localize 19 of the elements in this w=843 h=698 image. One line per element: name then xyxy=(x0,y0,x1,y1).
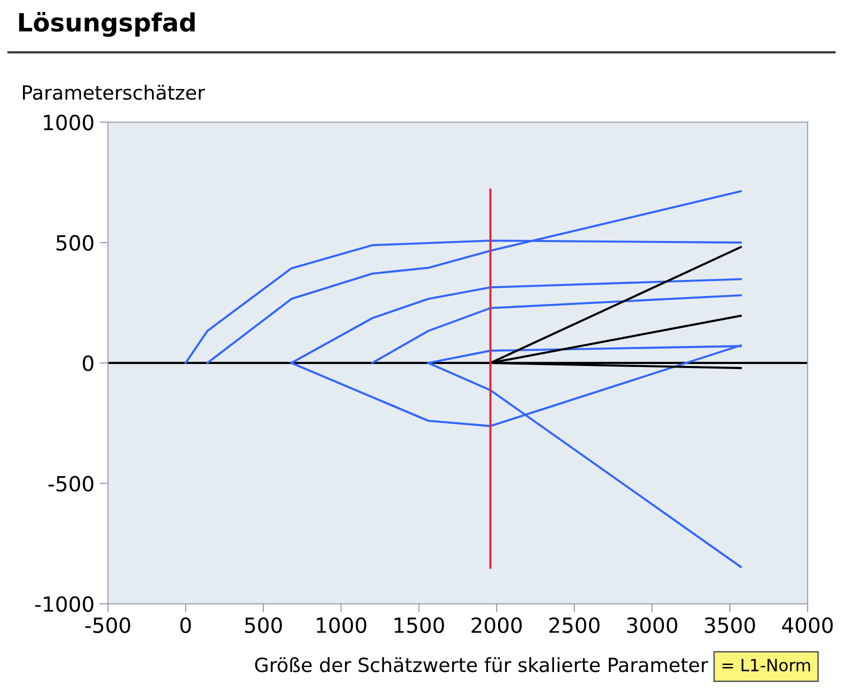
x-tick-label: 3000 xyxy=(627,617,678,634)
x-tick-label: 2500 xyxy=(549,617,600,634)
x-tick-label: 1500 xyxy=(394,617,444,634)
x-tick-label: 4000 xyxy=(782,617,833,634)
y-tick-label: -1000 xyxy=(35,596,94,612)
y-tick-label: 0 xyxy=(82,355,94,372)
y-tick-label: 1000 xyxy=(44,114,94,130)
x-tick-label: 1000 xyxy=(316,617,366,634)
y-tick-label: -500 xyxy=(48,476,94,492)
chart-title: Lösungspfad xyxy=(19,12,195,37)
x-axis-title: Größe der Schätzwerte für skalierte Parameter xyxy=(255,657,708,672)
x-tick-label: 2000 xyxy=(472,617,522,634)
y-tick-label: 500 xyxy=(56,235,94,251)
x-tick-label: -500 xyxy=(85,617,130,634)
x-tick-label: 500 xyxy=(245,617,282,634)
y-axis-title: Parameterschätzer xyxy=(22,84,206,100)
x-tick-label: 0 xyxy=(180,617,191,634)
x-tick-label: 3500 xyxy=(704,617,755,634)
text: = L1-Norm xyxy=(722,659,810,672)
